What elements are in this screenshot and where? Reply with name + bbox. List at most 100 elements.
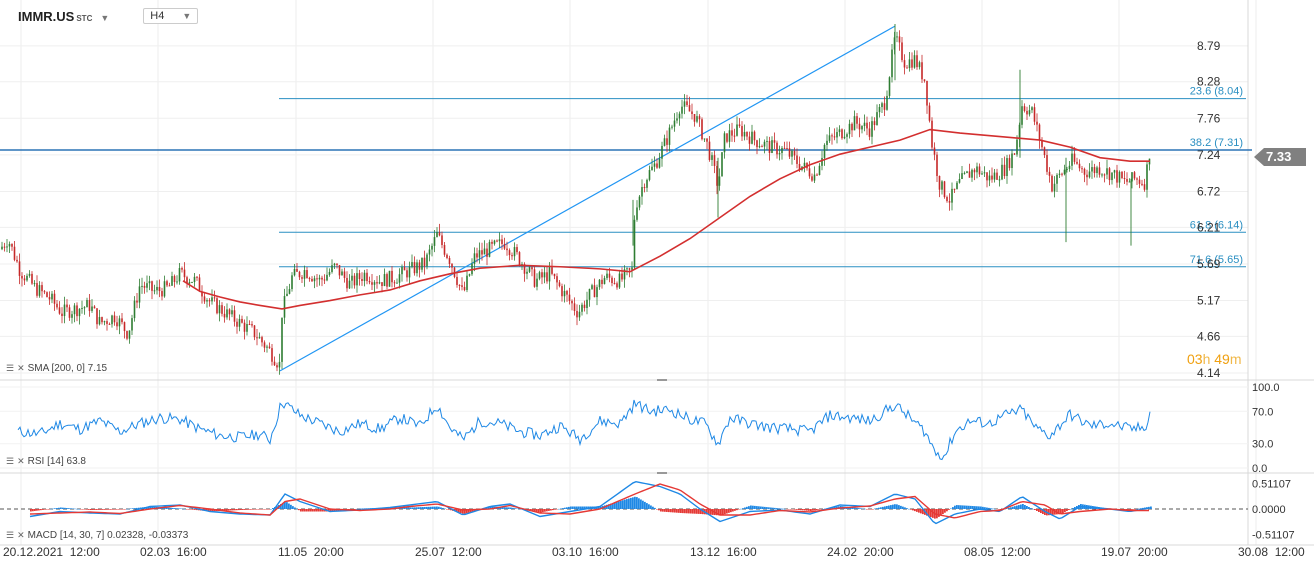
macd-histogram-bar — [288, 503, 290, 509]
macd-histogram-bar — [500, 507, 502, 509]
macd-histogram-bar — [530, 509, 532, 511]
close-icon[interactable]: ✕ — [17, 530, 25, 540]
macd-histogram-bar — [1130, 509, 1132, 510]
candle-body — [581, 304, 583, 312]
macd-histogram-bar — [728, 509, 730, 513]
macd-histogram-bar — [794, 509, 796, 510]
candle-body — [843, 136, 846, 139]
macd-histogram-bar — [294, 507, 296, 509]
candle-body — [46, 292, 48, 298]
candle-body — [771, 140, 773, 154]
sma-indicator-label[interactable]: ☰ ✕ SMA [200, 0] 7.15 — [6, 363, 107, 374]
candle-body — [726, 133, 728, 142]
candle-body — [863, 122, 866, 127]
menu-icon[interactable]: ☰ — [6, 530, 15, 540]
candle-body — [121, 318, 123, 323]
candle-body — [381, 282, 383, 287]
macd-histogram-bar — [930, 509, 932, 518]
candle-body — [551, 267, 553, 274]
candle-body — [986, 172, 988, 181]
macd-histogram-bar — [980, 506, 982, 509]
macd-indicator-label[interactable]: ☰ ✕ MACD [14, 30, 7] 0.02328, -0.03373 — [6, 530, 188, 541]
candle-body — [68, 307, 71, 318]
candle-body — [571, 300, 573, 304]
candle-body — [921, 62, 923, 80]
candle-body — [1106, 168, 1108, 175]
close-icon[interactable]: ✕ — [17, 456, 25, 466]
macd-histogram-bar — [438, 506, 440, 509]
macd-histogram-bar — [674, 509, 676, 513]
candle-body — [306, 270, 308, 279]
candle-body — [206, 300, 208, 302]
macd-histogram-bar — [516, 508, 518, 509]
timeframe-selector[interactable]: H4 ▼ — [143, 8, 199, 24]
macd-histogram-bar — [1076, 506, 1078, 509]
macd-histogram-bar — [254, 509, 256, 510]
macd-histogram-bar — [968, 505, 970, 509]
candle-body — [431, 245, 433, 250]
macd-histogram-bar — [956, 505, 958, 509]
candle-body — [883, 103, 886, 110]
macd-histogram-bar — [1124, 509, 1126, 510]
candle-body — [288, 289, 291, 294]
macd-histogram-bar — [282, 503, 284, 509]
candle-body — [273, 361, 276, 366]
macd-histogram-bar — [544, 509, 546, 512]
candle-body — [21, 275, 23, 279]
candle-body — [31, 273, 33, 284]
rsi-axis-label: 70.0 — [1252, 406, 1273, 418]
macd-histogram-bar — [224, 509, 226, 511]
candle-body — [583, 304, 586, 309]
macd-histogram-bar — [132, 508, 134, 509]
close-icon[interactable]: ✕ — [17, 363, 25, 373]
price-axis-label: 4.66 — [1197, 329, 1221, 343]
macd-histogram-bar — [620, 500, 622, 509]
candle-body — [576, 310, 578, 318]
symbol-selector[interactable]: IMMR.US STC ▼ — [18, 9, 109, 24]
macd-histogram-bar — [302, 509, 304, 512]
macd-histogram-bar — [720, 509, 722, 516]
candle-body — [1138, 179, 1141, 184]
macd-axis-label: -0.51107 — [1252, 530, 1295, 542]
candle-body — [96, 308, 98, 325]
candle-body — [798, 163, 801, 170]
price-axis-label: 5.69 — [1197, 257, 1221, 271]
macd-histogram-bar — [978, 506, 980, 509]
macd-histogram-bar — [746, 506, 748, 509]
macd-histogram-bar — [560, 508, 562, 509]
macd-histogram-bar — [38, 509, 40, 511]
macd-histogram-bar — [40, 509, 42, 511]
candle-body — [911, 59, 913, 68]
macd-histogram-bar — [1050, 509, 1052, 515]
macd-histogram-bar — [108, 509, 110, 510]
macd-histogram-bar — [48, 509, 50, 510]
menu-icon[interactable]: ☰ — [6, 363, 15, 373]
candle-body — [1001, 164, 1003, 180]
macd-histogram-bar — [284, 502, 286, 509]
macd-histogram-bar — [550, 509, 552, 511]
macd-histogram-bar — [292, 506, 294, 509]
macd-histogram-bar — [196, 509, 198, 511]
macd-histogram-bar — [976, 506, 978, 509]
menu-icon[interactable]: ☰ — [6, 456, 15, 466]
candle-body — [1003, 164, 1006, 177]
candle-body — [143, 285, 146, 288]
macd-histogram-bar — [984, 507, 986, 509]
macd-histogram-bar — [298, 509, 300, 511]
candle-body — [633, 219, 636, 268]
macd-histogram-bar — [446, 509, 448, 510]
candle-body — [186, 277, 188, 284]
macd-histogram-bar — [350, 509, 352, 510]
rsi-indicator-label[interactable]: ☰ ✕ RSI [14] 63.8 — [6, 456, 86, 467]
rsi-axis-label: 30.0 — [1252, 439, 1273, 451]
candle-body — [213, 297, 216, 299]
candle-body — [738, 124, 741, 127]
candle-body — [28, 273, 31, 276]
candle-body — [91, 306, 93, 311]
candle-body — [796, 155, 798, 164]
candle-body — [1116, 170, 1118, 183]
candle-body — [816, 174, 818, 176]
candle-body — [498, 239, 501, 242]
macd-histogram-bar — [366, 508, 368, 509]
